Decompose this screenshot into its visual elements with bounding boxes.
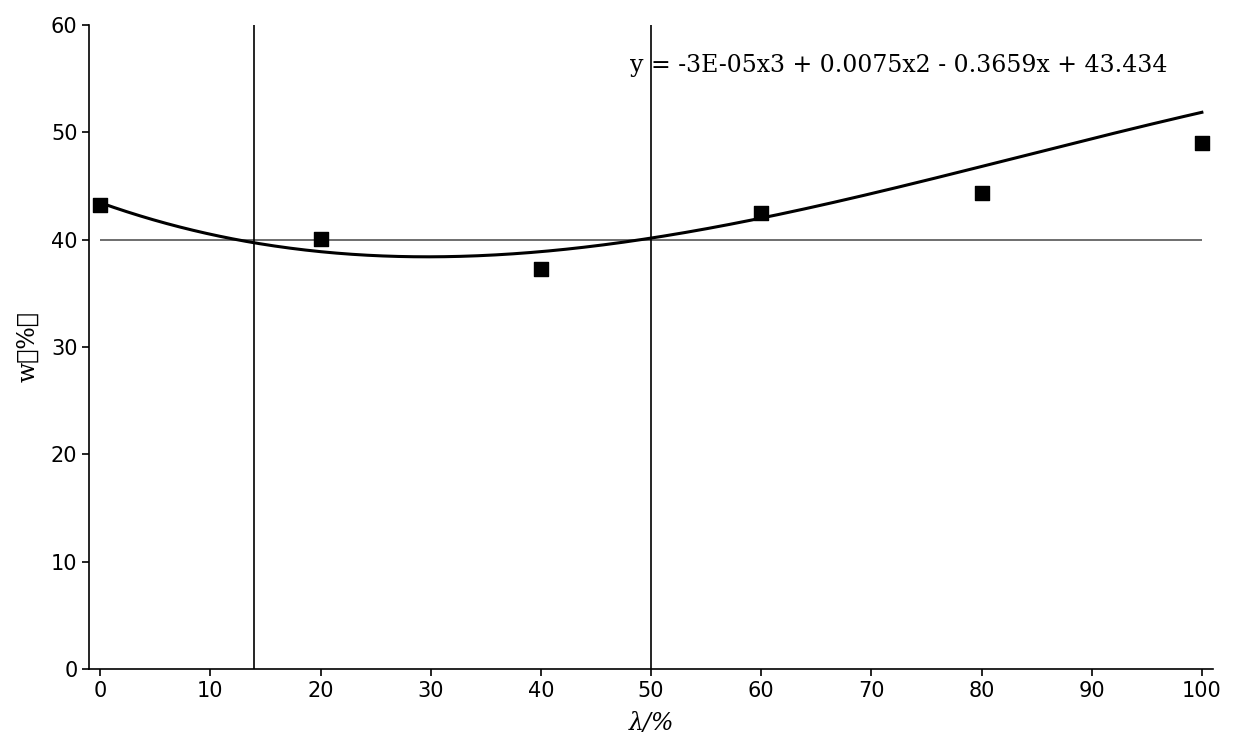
Point <box>1192 137 1211 149</box>
Y-axis label: w（%）: w（%） <box>16 311 40 383</box>
Point <box>972 187 992 199</box>
Point <box>311 232 331 244</box>
Point <box>751 207 771 219</box>
Text: y = -3E-05x3 + 0.0075x2 - 0.3659x + 43.434: y = -3E-05x3 + 0.0075x2 - 0.3659x + 43.4… <box>630 53 1167 77</box>
Point <box>91 199 110 211</box>
X-axis label: λ/%: λ/% <box>629 712 673 735</box>
Point <box>531 262 551 274</box>
